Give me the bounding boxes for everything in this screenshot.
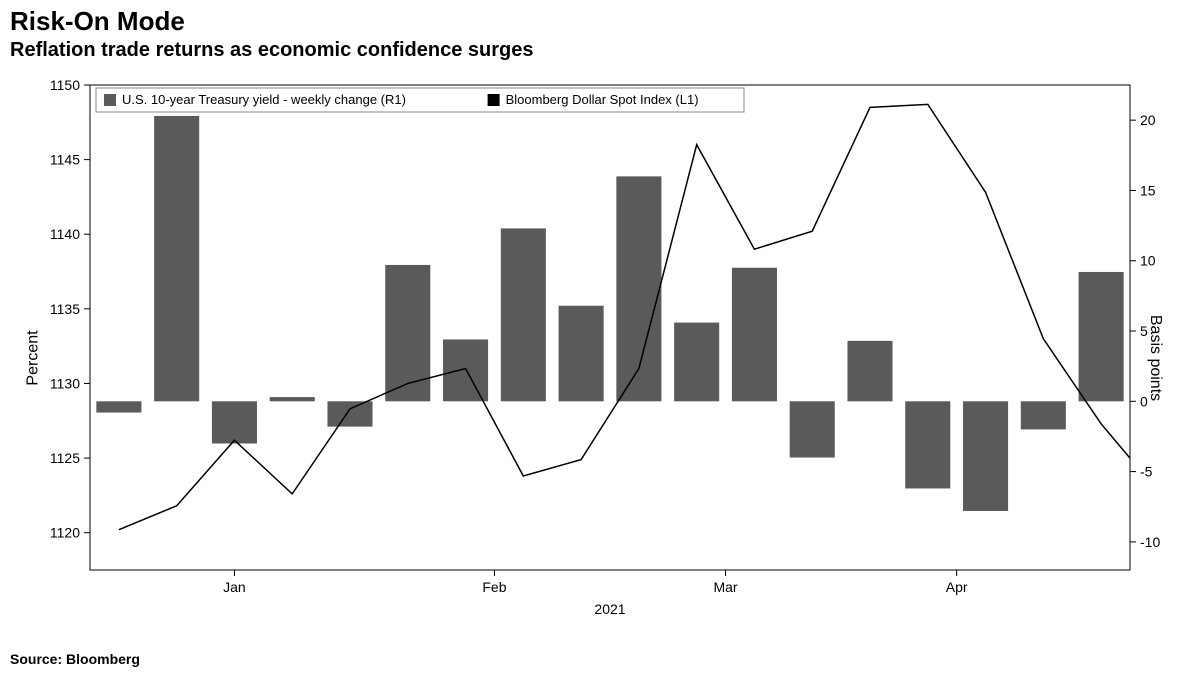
svg-text:1145: 1145	[50, 152, 80, 168]
bar	[674, 323, 719, 402]
svg-text:-5: -5	[1140, 464, 1153, 480]
svg-text:Mar: Mar	[713, 579, 737, 595]
bar	[443, 339, 488, 401]
svg-text:2021: 2021	[594, 601, 625, 617]
svg-text:15: 15	[1140, 182, 1156, 198]
svg-text:Bloomberg Dollar Spot Index (L: Bloomberg Dollar Spot Index (L1)	[506, 92, 699, 107]
bar	[154, 116, 199, 401]
bar	[847, 341, 892, 401]
bar	[270, 397, 315, 401]
y-right-axis-label: Basis points	[1146, 314, 1164, 400]
bar	[212, 401, 257, 443]
bar	[963, 401, 1008, 511]
chart-source: Source: Bloomberg	[10, 651, 140, 667]
bar	[790, 401, 835, 457]
svg-text:1125: 1125	[50, 450, 80, 466]
bar	[559, 306, 604, 402]
svg-text:1130: 1130	[50, 375, 80, 391]
bar	[501, 228, 546, 401]
svg-text:1120: 1120	[50, 525, 80, 541]
chart-container: Percent Basis points 1120112511301135114…	[0, 70, 1200, 645]
svg-text:Jan: Jan	[223, 579, 246, 595]
svg-text:Apr: Apr	[946, 579, 968, 595]
svg-text:Feb: Feb	[482, 579, 506, 595]
svg-text:-10: -10	[1140, 534, 1160, 550]
bar	[1079, 272, 1124, 401]
bar	[905, 401, 950, 488]
bar	[327, 401, 372, 426]
svg-text:20: 20	[1140, 112, 1156, 128]
y-left-axis-label: Percent	[25, 330, 43, 385]
svg-text:10: 10	[1140, 253, 1156, 269]
chart-title: Risk-On Mode	[0, 0, 1200, 37]
svg-text:U.S. 10-year Treasury yield -: U.S. 10-year Treasury yield - weekly cha…	[122, 92, 406, 107]
bar	[96, 401, 141, 412]
chart-svg: 1120112511301135114011451150-10-50510152…	[0, 70, 1200, 645]
bar	[1021, 401, 1066, 429]
svg-text:1135: 1135	[50, 301, 80, 317]
bar	[732, 268, 777, 402]
svg-text:1140: 1140	[50, 226, 80, 242]
chart-subtitle: Reflation trade returns as economic conf…	[0, 37, 1200, 62]
bar	[385, 265, 430, 401]
svg-text:1150: 1150	[50, 77, 80, 93]
bar-series	[96, 116, 1123, 511]
